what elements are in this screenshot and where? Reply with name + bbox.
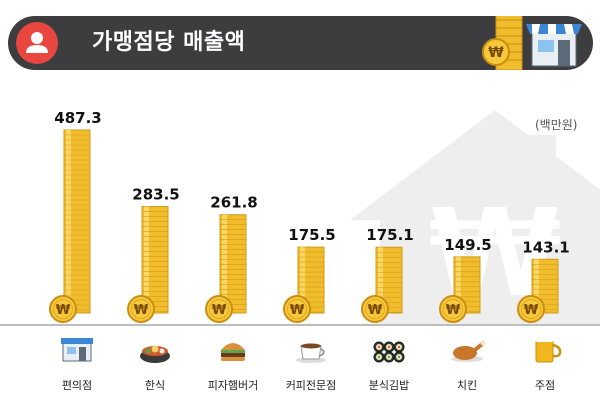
won-coin-icon: ₩ xyxy=(205,295,233,323)
won-coin-icon: ₩ xyxy=(482,38,510,66)
svg-text:₩: ₩ xyxy=(524,303,539,318)
svg-text:₩: ₩ xyxy=(446,303,461,318)
won-coin-icon: ₩ xyxy=(127,295,155,323)
category-label: 한식 xyxy=(145,379,165,392)
category-label: 분식김밥 xyxy=(369,379,409,392)
category-label: 커피전문점 xyxy=(286,379,337,392)
category-label: 치킨 xyxy=(457,379,477,392)
avatar xyxy=(16,22,58,64)
user-icon xyxy=(26,32,48,53)
category-label: 주점 xyxy=(535,379,555,392)
svg-text:₩: ₩ xyxy=(56,303,71,318)
bar xyxy=(453,256,481,314)
unit-label: (백만원) xyxy=(535,118,578,132)
kimbap-icon xyxy=(373,341,405,363)
won-coin-icon: ₩ xyxy=(361,295,389,323)
bar xyxy=(63,129,91,314)
store-icon xyxy=(526,24,582,67)
won-coin-icon: ₩ xyxy=(517,295,545,323)
bar xyxy=(141,206,169,314)
data-label: 261.8 xyxy=(210,194,257,212)
svg-text:₩: ₩ xyxy=(212,303,227,318)
data-label: 175.1 xyxy=(366,226,413,244)
svg-text:₩: ₩ xyxy=(368,303,383,318)
convenience-store-icon xyxy=(61,338,93,362)
bar xyxy=(219,214,247,314)
svg-text:₩: ₩ xyxy=(488,45,504,61)
won-coin-icon: ₩ xyxy=(49,295,77,323)
page-title: 가맹점당 매출액 xyxy=(92,30,246,55)
category-label: 피자햄버거 xyxy=(208,379,259,392)
category-label: 편의점 xyxy=(62,379,92,392)
bar xyxy=(531,258,559,314)
beer-mug-icon xyxy=(535,336,562,363)
svg-text:₩: ₩ xyxy=(290,303,305,318)
data-label: 149.5 xyxy=(444,236,491,254)
data-label: 283.5 xyxy=(132,186,179,204)
won-coin-icon: ₩ xyxy=(283,295,311,323)
chicken-icon xyxy=(451,340,486,362)
won-coin-icon: ₩ xyxy=(439,295,467,323)
header-decoration: ₩ xyxy=(482,16,582,70)
korean-bowl-icon xyxy=(140,345,170,363)
coffee-cup-icon xyxy=(296,343,326,363)
data-label: 175.5 xyxy=(288,226,335,244)
header-bar: 가맹점당 매출액 ₩ xyxy=(8,16,593,70)
burger-icon xyxy=(221,343,245,361)
data-label: 143.1 xyxy=(522,238,569,256)
svg-text:₩: ₩ xyxy=(134,303,149,318)
data-label: 487.3 xyxy=(54,109,101,127)
